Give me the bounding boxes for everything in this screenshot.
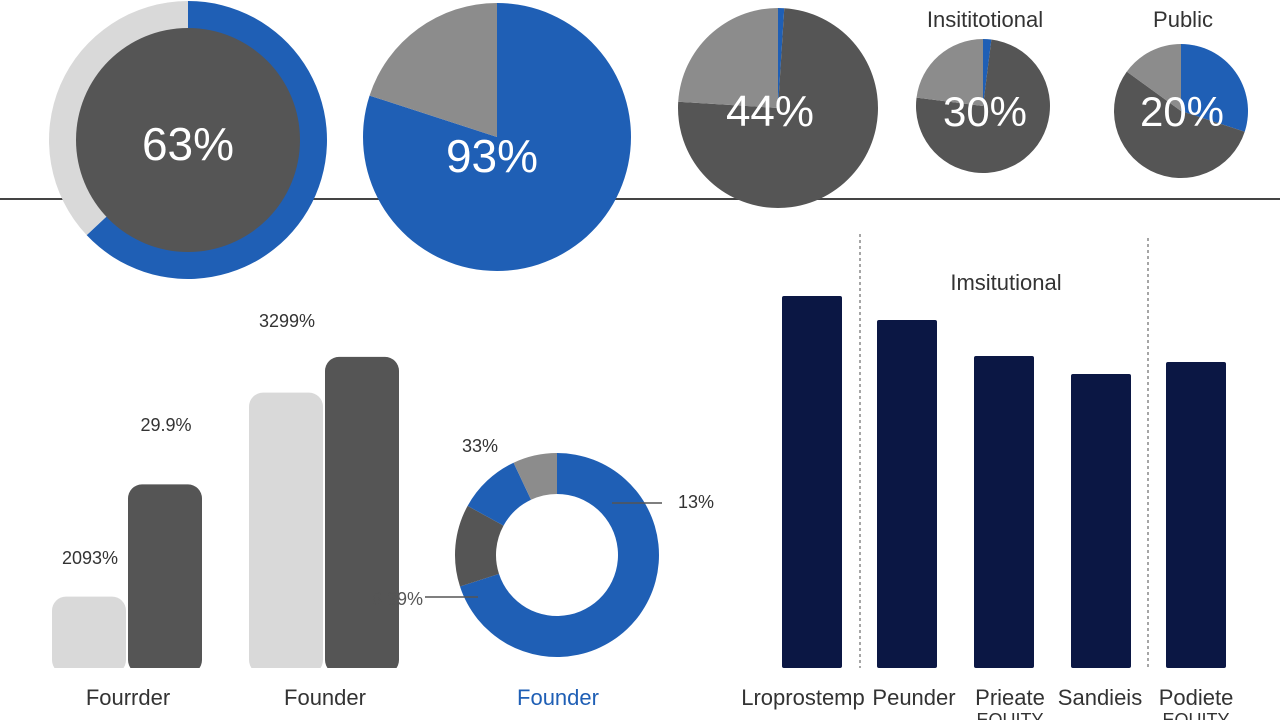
pie-20-slice-2	[1114, 71, 1245, 178]
bars-right-category-5: Podiete	[1159, 685, 1234, 710]
bars-left-data-label-1: 2093%	[62, 548, 118, 568]
donut-founder-slice-3	[467, 462, 532, 526]
ring-chart-63: 63%	[48, 1, 327, 279]
bars-right-bar-5	[1166, 362, 1226, 668]
pie-20-title: Public	[1153, 7, 1213, 32]
bars-left-marks	[40, 356, 420, 678]
pie-93-slice-1	[363, 3, 632, 271]
pie-93-center-label: 93%	[446, 130, 538, 182]
bars-left-bar-s2-c2	[325, 356, 399, 674]
pie-chart-44: 44%	[678, 8, 878, 209]
donut-founder-slice-1	[459, 453, 659, 657]
pie-30-slice-2	[916, 39, 1050, 173]
pie-44-center-label: 44%	[726, 87, 814, 136]
ring-63-center-label: 63%	[142, 118, 234, 170]
donut-founder-slice-2	[455, 505, 504, 587]
pie-20-slice-3	[1126, 44, 1181, 111]
ring-63-center-disc	[76, 28, 300, 252]
bars-right-category-1: Lroprostemp	[741, 685, 865, 710]
pie-30-slice-1	[983, 39, 992, 106]
pie-44-slice-3	[678, 8, 778, 108]
pie-20-center-label: 20%	[1140, 88, 1224, 135]
bar-chart-right: Imsitutional Lroprostemp Peunder Prieate…	[741, 234, 1233, 720]
bars-right-category-3: Prieate	[975, 685, 1045, 710]
pie-44-slice-1	[778, 8, 785, 108]
bars-right-bar-3	[974, 356, 1034, 668]
donut-founder-title: Founder	[517, 685, 599, 710]
bars-right-sublabel-5: EQUITY	[1162, 710, 1229, 720]
pie-chart-30: Insititotional 30%	[916, 7, 1050, 173]
pie-30-slices	[916, 39, 1050, 173]
pie-30-center-label: 30%	[943, 88, 1027, 135]
bars-right-bar-2	[877, 320, 937, 668]
bars-left-bar-s1-c2	[249, 392, 323, 674]
pie-44-slice-2	[678, 8, 878, 209]
bars-right-category-2: Peunder	[872, 685, 955, 710]
bars-right-category-4: Sandieis	[1058, 685, 1142, 710]
pie-20-slice-1	[1181, 44, 1248, 132]
bar-chart-left: 2093% 29.9% 3299% Fourrder Founder	[40, 311, 420, 710]
bars-right-marks	[782, 296, 1226, 668]
bars-right-title: Imsitutional	[950, 270, 1061, 295]
pie-44-slices	[678, 8, 878, 209]
bars-left-data-label-3: 3299%	[259, 311, 315, 331]
donut-callout-3: 33%	[462, 436, 498, 456]
bars-right-sublabel-3: EQUITY	[976, 710, 1043, 720]
pie-30-title: Insititotional	[927, 7, 1043, 32]
bars-left-category-2: Founder	[284, 685, 366, 710]
pie-93-slice-2	[369, 3, 497, 137]
bars-left-data-label-2: 29.9%	[140, 415, 191, 435]
donut-founder-slice-4	[513, 453, 557, 500]
donut-callout-1: 13%	[678, 492, 714, 512]
bars-right-bar-4	[1071, 374, 1131, 668]
pie-chart-20: Public 20%	[1114, 7, 1248, 178]
bars-left-baseline-mask	[40, 668, 420, 678]
bars-right-bar-1	[782, 296, 842, 668]
donut-callout-2: 8 39%	[372, 589, 423, 609]
pie-30-slice-3	[916, 39, 983, 106]
bars-left-category-1: Fourrder	[86, 685, 170, 710]
bars-left-bar-s1-c1	[52, 596, 126, 674]
donut-chart-founder: 13% 8 39% 33% Founder	[372, 436, 714, 710]
bars-left-bar-s2-c1	[128, 484, 202, 674]
pie-93-slices	[363, 3, 632, 271]
pie-chart-93: 93%	[363, 3, 632, 271]
donut-founder-slices	[455, 453, 659, 657]
pie-20-slices	[1114, 44, 1248, 178]
